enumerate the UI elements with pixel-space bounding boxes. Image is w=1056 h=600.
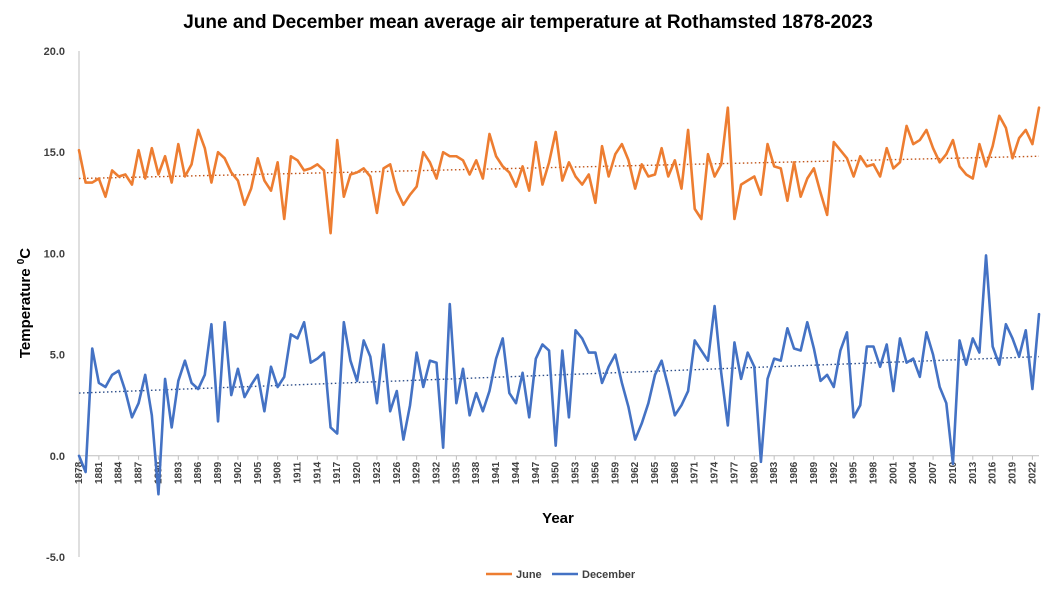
legend: June December — [486, 569, 636, 581]
x-tick-label: 1899 — [213, 461, 224, 484]
x-tick-label: 1887 — [134, 461, 145, 484]
series-line-december — [77, 254, 1041, 496]
x-tick-label: 1932 — [432, 461, 443, 484]
x-tick-label: 2010 — [948, 461, 959, 484]
x-tick-label: 1998 — [868, 461, 879, 484]
x-tick-label: 1944 — [511, 461, 522, 484]
x-tick-label: 1938 — [471, 461, 482, 484]
x-axis-label: Year — [542, 510, 574, 527]
x-tick-label: 1917 — [332, 461, 343, 484]
x-tick-label: 1971 — [690, 461, 701, 484]
x-tick-label: 1983 — [769, 461, 780, 484]
x-tick-label: 1905 — [253, 461, 264, 484]
x-tick-label: 1980 — [749, 461, 760, 484]
x-tick-label: 1977 — [729, 461, 740, 484]
x-tick-label: 2004 — [908, 461, 919, 484]
x-tick-label: 1953 — [571, 461, 582, 484]
y-tick-label: 15.0 — [44, 147, 65, 159]
x-tick-label: 1941 — [491, 461, 502, 484]
x-tick-label: 1929 — [412, 461, 423, 484]
x-tick-label: 1986 — [789, 461, 800, 484]
chart-title: June and December mean average air tempe… — [183, 12, 873, 33]
y-tick-label: 5.0 — [50, 350, 65, 362]
x-tick-label: 1926 — [392, 461, 403, 484]
x-tick-label: 1914 — [312, 461, 323, 484]
x-tick-label: 1908 — [273, 461, 284, 484]
legend-june-label: June — [516, 569, 542, 581]
x-tick-label: 1974 — [710, 461, 721, 484]
series-line-june — [77, 106, 1041, 235]
y-tick-label: 0.0 — [50, 451, 65, 463]
x-tick-label: 1881 — [94, 461, 105, 484]
x-tick-label: 1947 — [531, 461, 542, 484]
trendline-june — [78, 155, 1040, 180]
x-tick-label: 1956 — [590, 461, 601, 484]
svg-text:Temperature 0C: Temperature 0C — [16, 248, 34, 358]
x-tick-label: 1959 — [610, 461, 621, 484]
x-tick-label: 1989 — [809, 461, 820, 484]
x-tick-label: 2007 — [928, 461, 939, 484]
x-tick-label: 1923 — [372, 461, 383, 484]
legend-december-label: December — [582, 569, 636, 581]
x-tick-label: 2022 — [1027, 461, 1038, 484]
y-axis-label: Temperature 0C — [16, 248, 34, 358]
x-tick-label: 1992 — [829, 461, 840, 484]
x-tick-label: 2019 — [1008, 461, 1019, 484]
x-tick-label: 1968 — [670, 461, 681, 484]
plot-area: -5.0 0.0 5.0 10.0 15.0 20.0 1878 1881 1884 1887 18… — [44, 46, 1041, 564]
x-tick-label: 1995 — [849, 461, 860, 484]
x-tick-label: 1893 — [173, 461, 184, 484]
y-tick-label: 10.0 — [44, 248, 65, 260]
y-tick-label: -5.0 — [46, 552, 65, 564]
x-tick-label: 1962 — [630, 461, 641, 484]
x-tick-label: 2013 — [968, 461, 979, 484]
x-tick-label: 1878 — [74, 461, 85, 484]
x-tick-label: 1965 — [650, 461, 661, 484]
x-tick-label: 1935 — [451, 461, 462, 484]
x-tick-label: 2016 — [988, 461, 999, 484]
x-tick-label: 1920 — [352, 461, 363, 484]
x-tick-label: 1896 — [193, 461, 204, 484]
x-tick-label: 2001 — [888, 461, 899, 484]
y-tick-label: 20.0 — [44, 46, 65, 58]
x-tick-label: 1911 — [292, 461, 303, 483]
x-tick-label: 1884 — [114, 461, 125, 484]
x-tick-label: 1950 — [551, 461, 562, 484]
x-tick-label: 1902 — [233, 461, 244, 484]
